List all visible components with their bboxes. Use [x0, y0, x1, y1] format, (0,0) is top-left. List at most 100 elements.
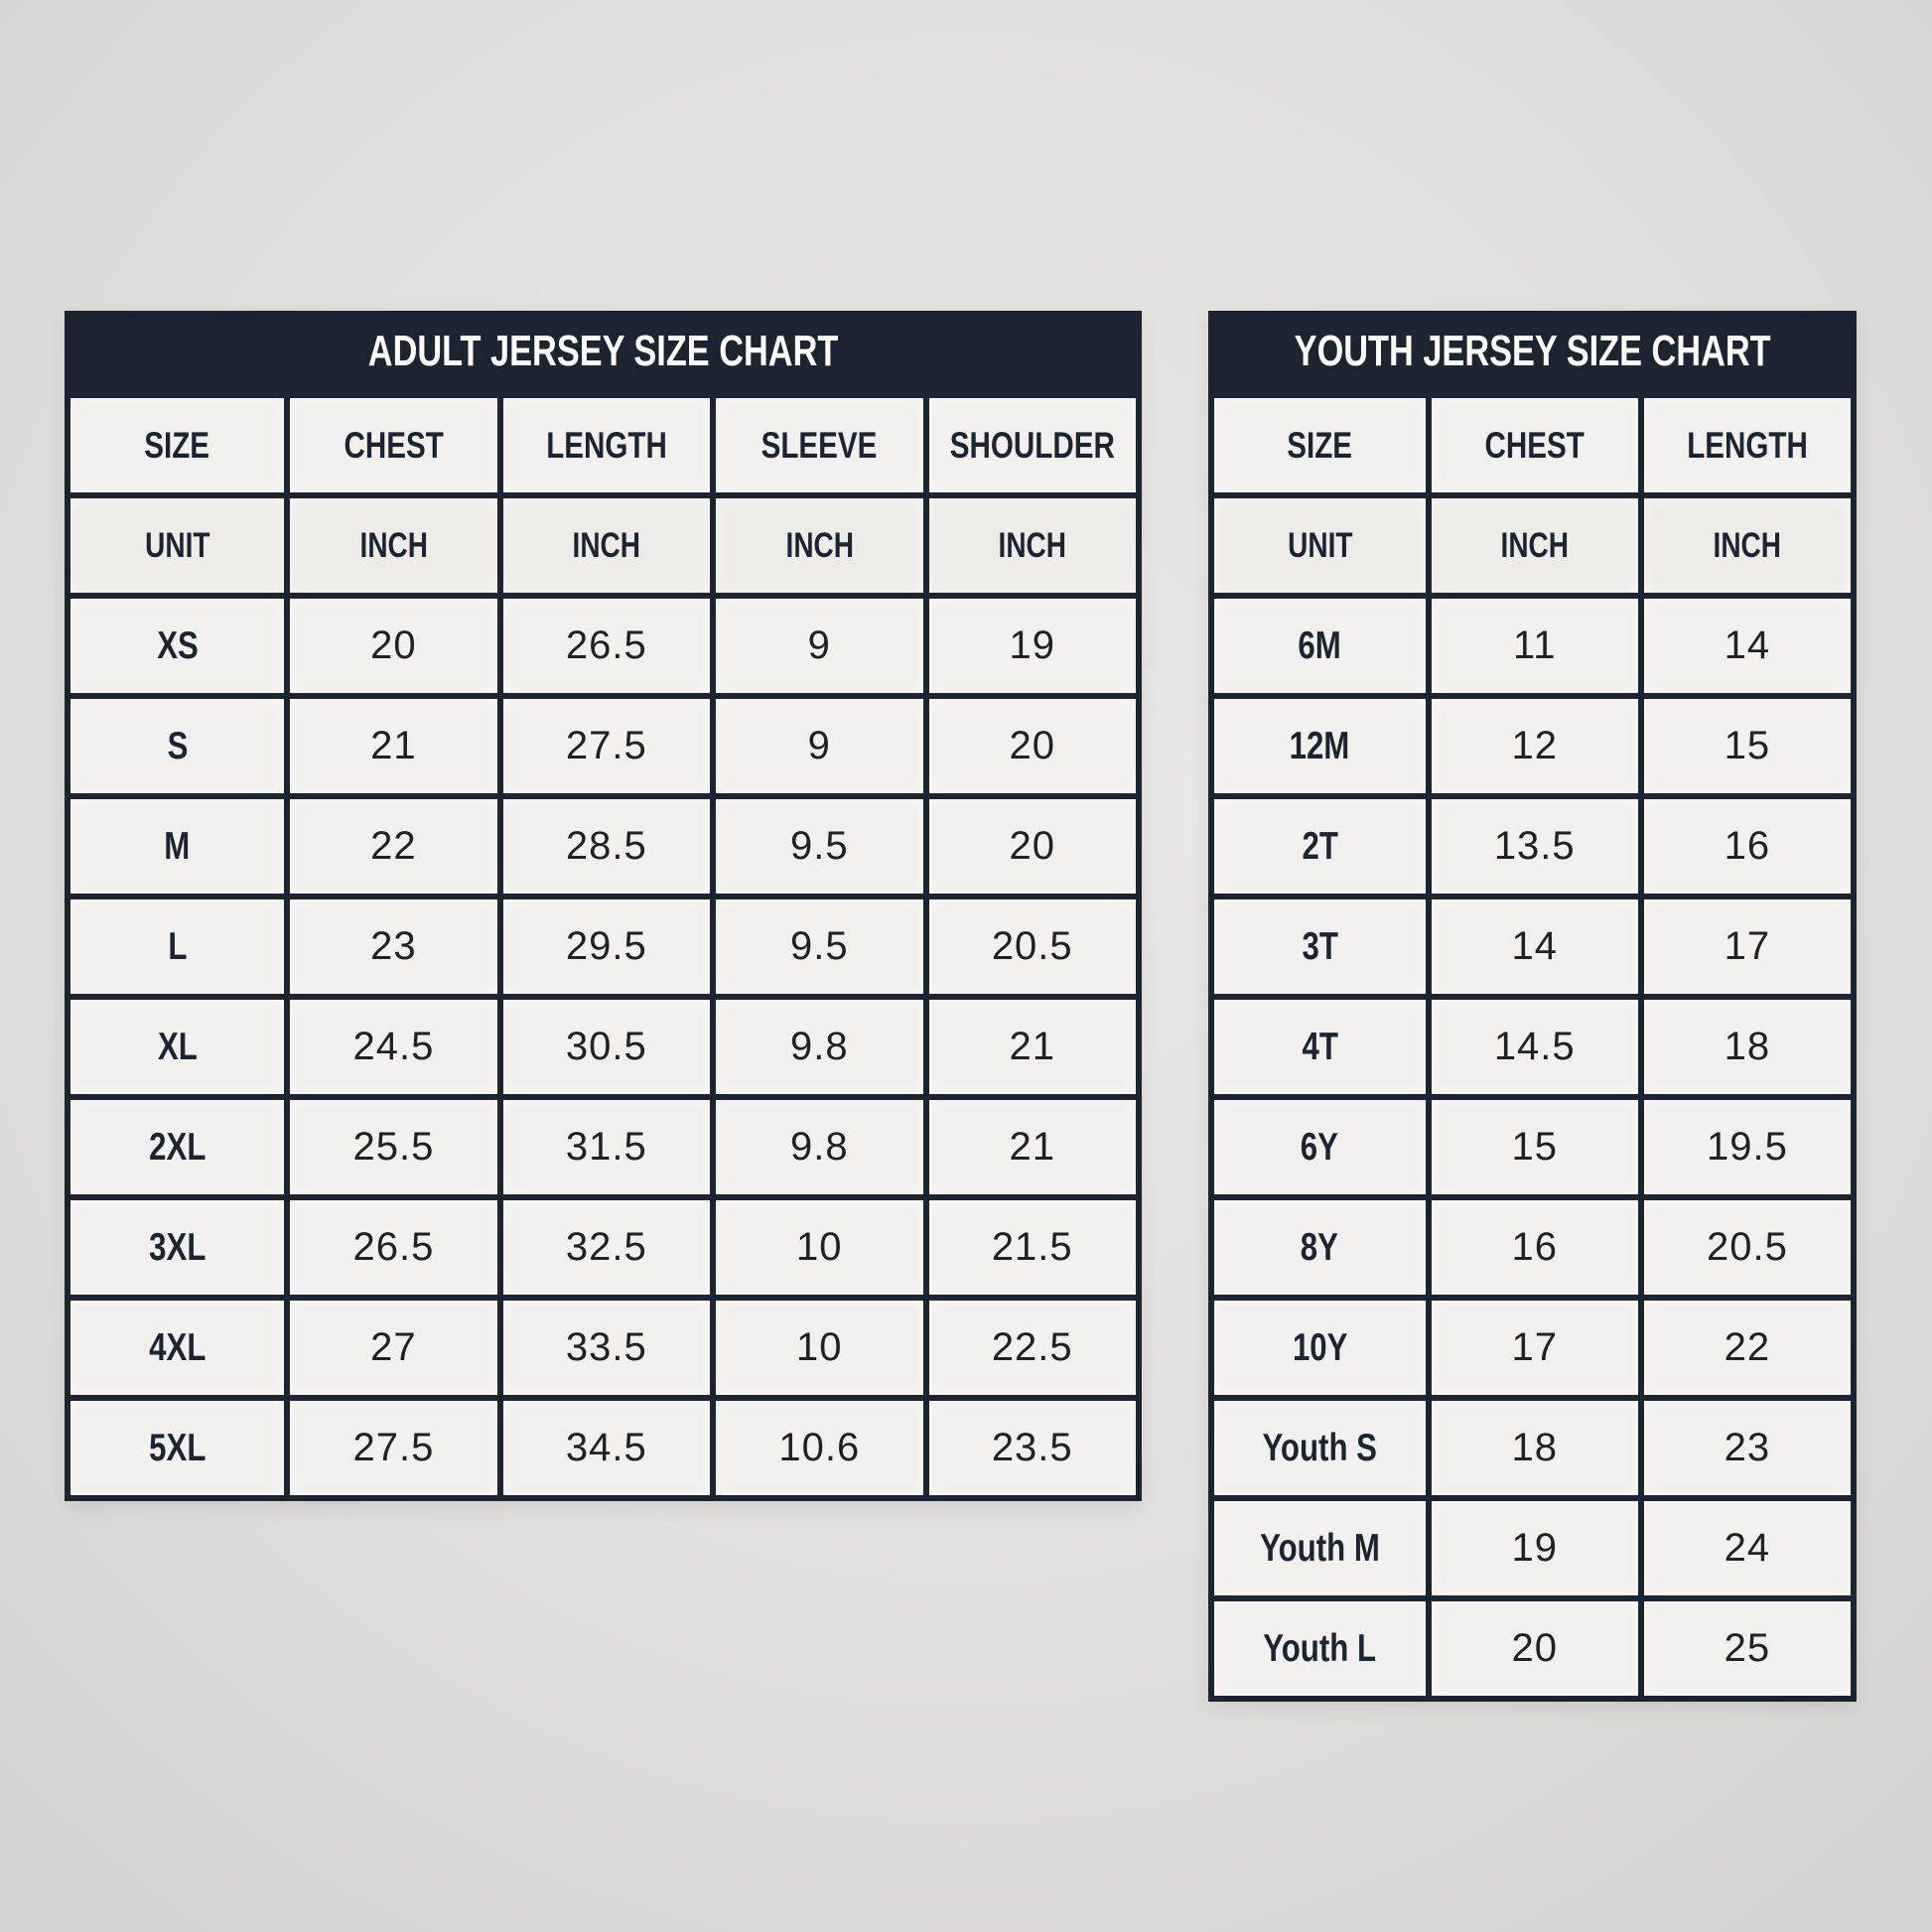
value-cell-length: 34.5 [496, 1395, 717, 1501]
value-cell-sleeve: 9.5 [710, 793, 929, 899]
value-cell-length: 19.5 [1637, 1094, 1858, 1200]
adult-chart-title-band: ADULT JERSEY SIZE CHART [65, 311, 1142, 392]
column-header-label: CHEST [344, 424, 444, 466]
value-cell-sleeve: 9.8 [710, 994, 929, 1100]
size-cell: 12M [1208, 693, 1432, 799]
table-row: 3XL 26.5 32.5 10 21.5 [64, 1194, 1142, 1301]
column-header-cell: CHEST [1425, 392, 1644, 498]
size-label: 3XL [148, 1225, 207, 1269]
unit-cell: INCH [496, 492, 717, 599]
value-cell-shoulder: 21 [922, 994, 1142, 1100]
youth-chart-title: YOUTH JERSEY SIZE CHART [1294, 327, 1771, 375]
size-cell: Youth L [1208, 1595, 1432, 1702]
unit-label: UNIT [1287, 525, 1352, 565]
value-cell-shoulder: 23.5 [922, 1395, 1142, 1501]
column-header-label: CHEST [1484, 424, 1585, 466]
value-cell-chest: 21 [284, 693, 503, 799]
unit-cell: UNIT [1208, 492, 1432, 599]
value-cell-shoulder: 22.5 [922, 1295, 1142, 1401]
value-cell-chest: 17 [1425, 1295, 1644, 1401]
adult-size-chart: ADULT JERSEY SIZE CHART SIZE CHEST LENGT [64, 311, 1142, 1501]
value-cell-length: 15 [1637, 693, 1858, 799]
size-cell: 6Y [1208, 1094, 1432, 1200]
value-cell-sleeve: 10 [710, 1295, 929, 1401]
column-header-cell: CHEST [284, 392, 503, 498]
value-cell-chest: 18 [1425, 1395, 1644, 1501]
unit-cell: INCH [710, 492, 929, 599]
adult-table-head: SIZE CHEST LENGTH SLEEVE SHO [64, 392, 1142, 599]
youth-table-body: 6M 11 14 12M 12 15 2T [1208, 593, 1858, 1702]
value-cell-length: 18 [1637, 994, 1858, 1100]
size-cell: 4T [1208, 994, 1432, 1100]
table-row: 4T 14.5 18 [1208, 994, 1858, 1100]
size-label: L [168, 924, 188, 968]
value-cell-chest: 19 [1425, 1495, 1644, 1601]
value-cell-length: 31.5 [496, 1094, 717, 1200]
table-row: 6Y 15 19.5 [1208, 1094, 1858, 1200]
column-header-cell: LENGTH [496, 392, 717, 498]
value-cell-chest: 25.5 [284, 1094, 503, 1200]
unit-cell: UNIT [64, 492, 291, 599]
column-header-label: SHOULDER [949, 424, 1115, 466]
youth-chart-title-band: YOUTH JERSEY SIZE CHART [1208, 311, 1857, 392]
value-cell-length: 33.5 [496, 1295, 717, 1401]
value-cell-chest: 20 [1425, 1595, 1644, 1702]
value-cell-chest: 27 [284, 1295, 503, 1401]
value-cell-chest: 27.5 [284, 1395, 503, 1501]
value-cell-length: 27.5 [496, 693, 717, 799]
table-row: L 23 29.5 9.5 20.5 [64, 894, 1142, 1000]
unit-label: INCH [785, 525, 854, 565]
size-cell: 6M [1208, 593, 1432, 699]
value-cell-sleeve: 9.5 [710, 894, 929, 1000]
value-cell-chest: 22 [284, 793, 503, 899]
size-cell: M [64, 793, 291, 899]
value-cell-length: 22 [1637, 1295, 1858, 1401]
value-cell-length: 28.5 [496, 793, 717, 899]
adult-unit-row: UNIT INCH INCH INCH INCH [64, 492, 1142, 599]
size-label: S [167, 724, 188, 767]
adult-table-body: XS 20 26.5 9 19 S 21 27.5 9 20 [64, 593, 1142, 1501]
size-cell: 2XL [64, 1094, 291, 1200]
unit-cell: INCH [1637, 492, 1858, 599]
size-label: 8Y [1301, 1225, 1339, 1269]
value-cell-length: 32.5 [496, 1194, 717, 1301]
column-header-label: SIZE [144, 424, 210, 466]
size-label: 6Y [1301, 1125, 1339, 1169]
value-cell-shoulder: 20 [922, 693, 1142, 799]
value-cell-chest: 14.5 [1425, 994, 1644, 1100]
value-cell-chest: 14 [1425, 894, 1644, 1000]
size-cell: 3XL [64, 1194, 291, 1301]
size-cell: S [64, 693, 291, 799]
value-cell-sleeve: 10.6 [710, 1395, 929, 1501]
column-header-label: LENGTH [545, 424, 667, 466]
adult-chart-title: ADULT JERSEY SIZE CHART [367, 327, 839, 375]
value-cell-shoulder: 20.5 [922, 894, 1142, 1000]
table-row: 10Y 17 22 [1208, 1295, 1858, 1401]
value-cell-length: 23 [1637, 1395, 1858, 1501]
size-cell: 8Y [1208, 1194, 1432, 1301]
size-cell: XL [64, 994, 291, 1100]
table-row: XL 24.5 30.5 9.8 21 [64, 994, 1142, 1100]
value-cell-chest: 12 [1425, 693, 1644, 799]
size-cell: Youth S [1208, 1395, 1432, 1501]
size-label: 2XL [148, 1125, 207, 1169]
value-cell-chest: 11 [1425, 593, 1644, 699]
unit-label: UNIT [144, 525, 210, 565]
value-cell-length: 17 [1637, 894, 1858, 1000]
value-cell-shoulder: 21.5 [922, 1194, 1142, 1301]
unit-cell: INCH [284, 492, 503, 599]
value-cell-sleeve: 9 [710, 693, 929, 799]
size-cell: XS [64, 593, 291, 699]
unit-label: INCH [1500, 525, 1569, 565]
value-cell-chest: 13.5 [1425, 793, 1644, 899]
value-cell-length: 14 [1637, 593, 1858, 699]
table-row: Youth M 19 24 [1208, 1495, 1858, 1601]
youth-unit-row: UNIT INCH INCH [1208, 492, 1858, 599]
size-label: 12M [1289, 724, 1350, 767]
value-cell-shoulder: 20 [922, 793, 1142, 899]
value-cell-length: 16 [1637, 793, 1858, 899]
column-header-cell: SIZE [64, 392, 291, 498]
value-cell-chest: 16 [1425, 1194, 1644, 1301]
size-cell: L [64, 894, 291, 1000]
size-label: 4XL [148, 1325, 207, 1369]
